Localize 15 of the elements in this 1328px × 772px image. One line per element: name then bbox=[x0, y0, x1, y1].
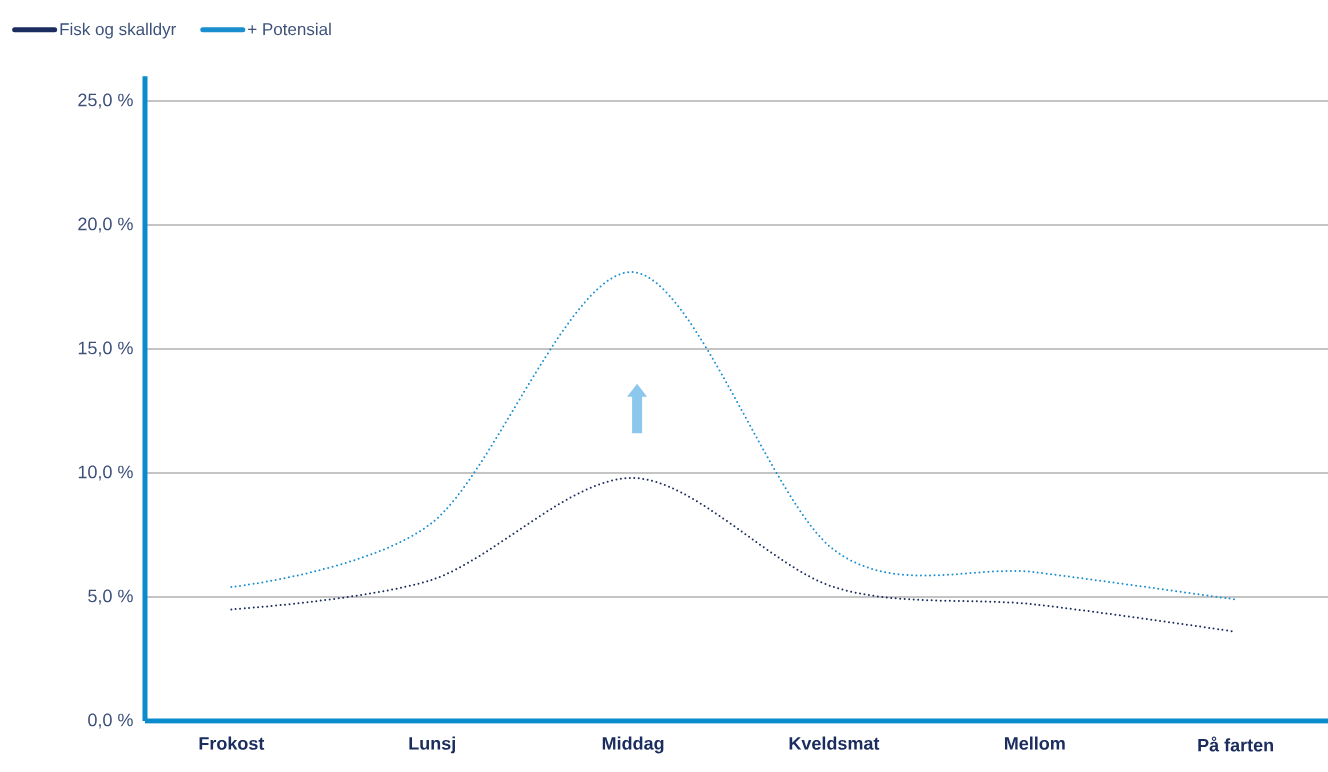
x-tick-label: Middag bbox=[602, 736, 664, 754]
legend-label: + Potensial bbox=[248, 22, 331, 36]
x-tick-label: Mellom bbox=[1004, 736, 1065, 750]
y-tick-label: 15,0 % bbox=[78, 341, 133, 357]
x-tick-label: Frokost bbox=[199, 736, 265, 750]
x-tick-label: På farten bbox=[1198, 736, 1273, 752]
legend-label: Fisk og skalldyr bbox=[60, 22, 176, 39]
x-tick-label: Lunsj bbox=[409, 736, 455, 754]
line-series bbox=[230, 271, 1237, 601]
y-tick-label: 5,0 % bbox=[88, 589, 133, 605]
y-tick-label: 0,0 % bbox=[88, 713, 133, 729]
y-tick-label: 25,0 % bbox=[78, 93, 133, 109]
y-tick-label: 20,0 % bbox=[78, 217, 133, 233]
y-tick-label: 10,0 % bbox=[78, 465, 133, 481]
x-tick-label: Kveldsmat bbox=[789, 736, 880, 750]
